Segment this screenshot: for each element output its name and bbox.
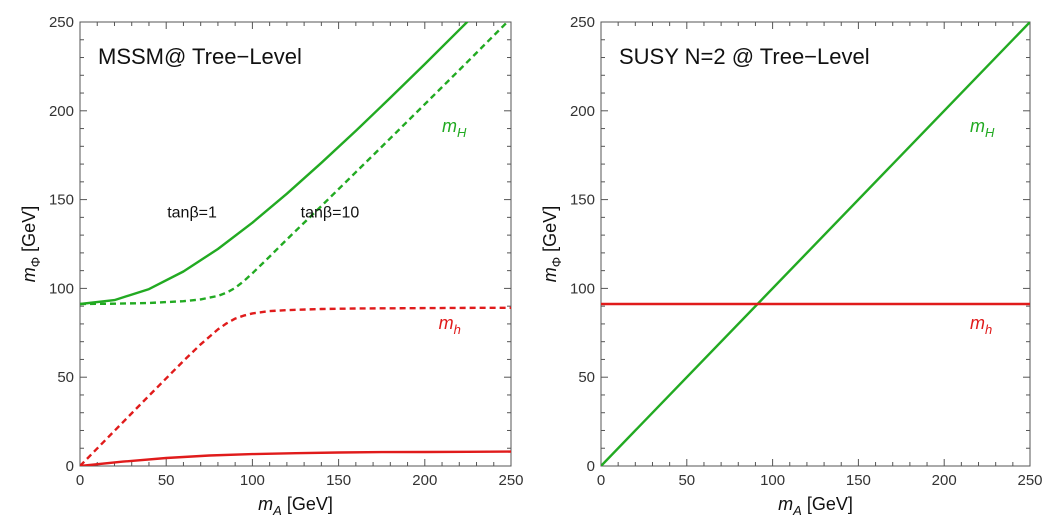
series-label-sub: H [457,125,467,140]
series-label-sub: h [454,322,461,337]
y-axis-title: mΦ [GeV] [540,206,564,282]
x-tick-label: 0 [597,472,605,489]
x-axis-unit: [GeV] [802,494,853,514]
x-tick-label: 100 [760,472,785,489]
series-line-green-solid [80,22,469,306]
series-line-red-solid [80,450,511,466]
plot-frame [600,21,1031,467]
x-tick-label: 150 [326,472,351,489]
series-label-sub: H [985,125,995,140]
series-line-red-dashed [80,306,511,466]
x-tick-label: 150 [846,472,871,489]
annotation-tanb1: tanβ=1 [167,204,217,221]
x-tick-label: 0 [76,472,84,489]
annotation-tanb10: tanβ=10 [301,204,360,221]
plot-title: MSSM@ Tree−Level [98,44,302,69]
series-label-var: m [970,313,985,333]
series-label-var: m [439,313,454,333]
plot-frame [79,21,512,467]
y-tick-label: 0 [66,458,74,475]
x-tick-label: 200 [932,472,957,489]
x-axis-title: mA [GeV] [778,494,853,516]
y-tick-label: 250 [570,14,595,31]
y-tick-label: 200 [570,103,595,120]
x-tick-label: 250 [1017,472,1042,489]
series-label-var: m [442,116,457,136]
y-axis-var: m [19,267,39,282]
y-tick-label: 100 [570,280,595,297]
y-tick-label: 200 [49,103,74,120]
x-axis-var: m [258,494,273,514]
plot-title: SUSY N=2 @ Tree−Level [619,44,870,69]
series-label-mH: mH [442,116,467,140]
y-tick-label: 50 [57,369,74,386]
y-axis-sub: Φ [549,257,564,267]
y-tick-label: 150 [49,192,74,209]
x-tick-label: 200 [412,472,437,489]
x-tick-label: 50 [678,472,695,489]
series-label-mh: mh [439,313,461,337]
x-axis-var: m [778,494,793,514]
x-tick-label: 50 [158,472,175,489]
series-label-sub: h [985,322,992,337]
series-label-mH: mH [970,116,995,140]
series-group [601,22,1030,466]
x-tick-label: 100 [240,472,265,489]
y-tick-label: 100 [49,280,74,297]
x-tick-label: 250 [498,472,523,489]
series-line-green-solid [601,22,1030,466]
y-axis-sub: Φ [28,257,43,267]
y-tick-label: 150 [570,192,595,209]
y-axis-unit: [GeV] [540,206,560,257]
y-axis-var: m [540,267,560,282]
x-axis-sub: A [272,503,282,516]
y-tick-label: 250 [49,14,74,31]
y-axis-unit: [GeV] [19,206,39,257]
x-axis-sub: A [792,503,802,516]
x-axis-title: mA [GeV] [258,494,333,516]
y-tick-label: 50 [578,369,595,386]
series-label-mh: mh [970,313,992,337]
series-group [80,22,511,466]
series-label-var: m [970,116,985,136]
y-tick-label: 0 [587,458,595,475]
y-axis-title: mΦ [GeV] [19,206,43,282]
series-line-green-dashed [80,22,509,306]
x-axis-unit: [GeV] [282,494,333,514]
